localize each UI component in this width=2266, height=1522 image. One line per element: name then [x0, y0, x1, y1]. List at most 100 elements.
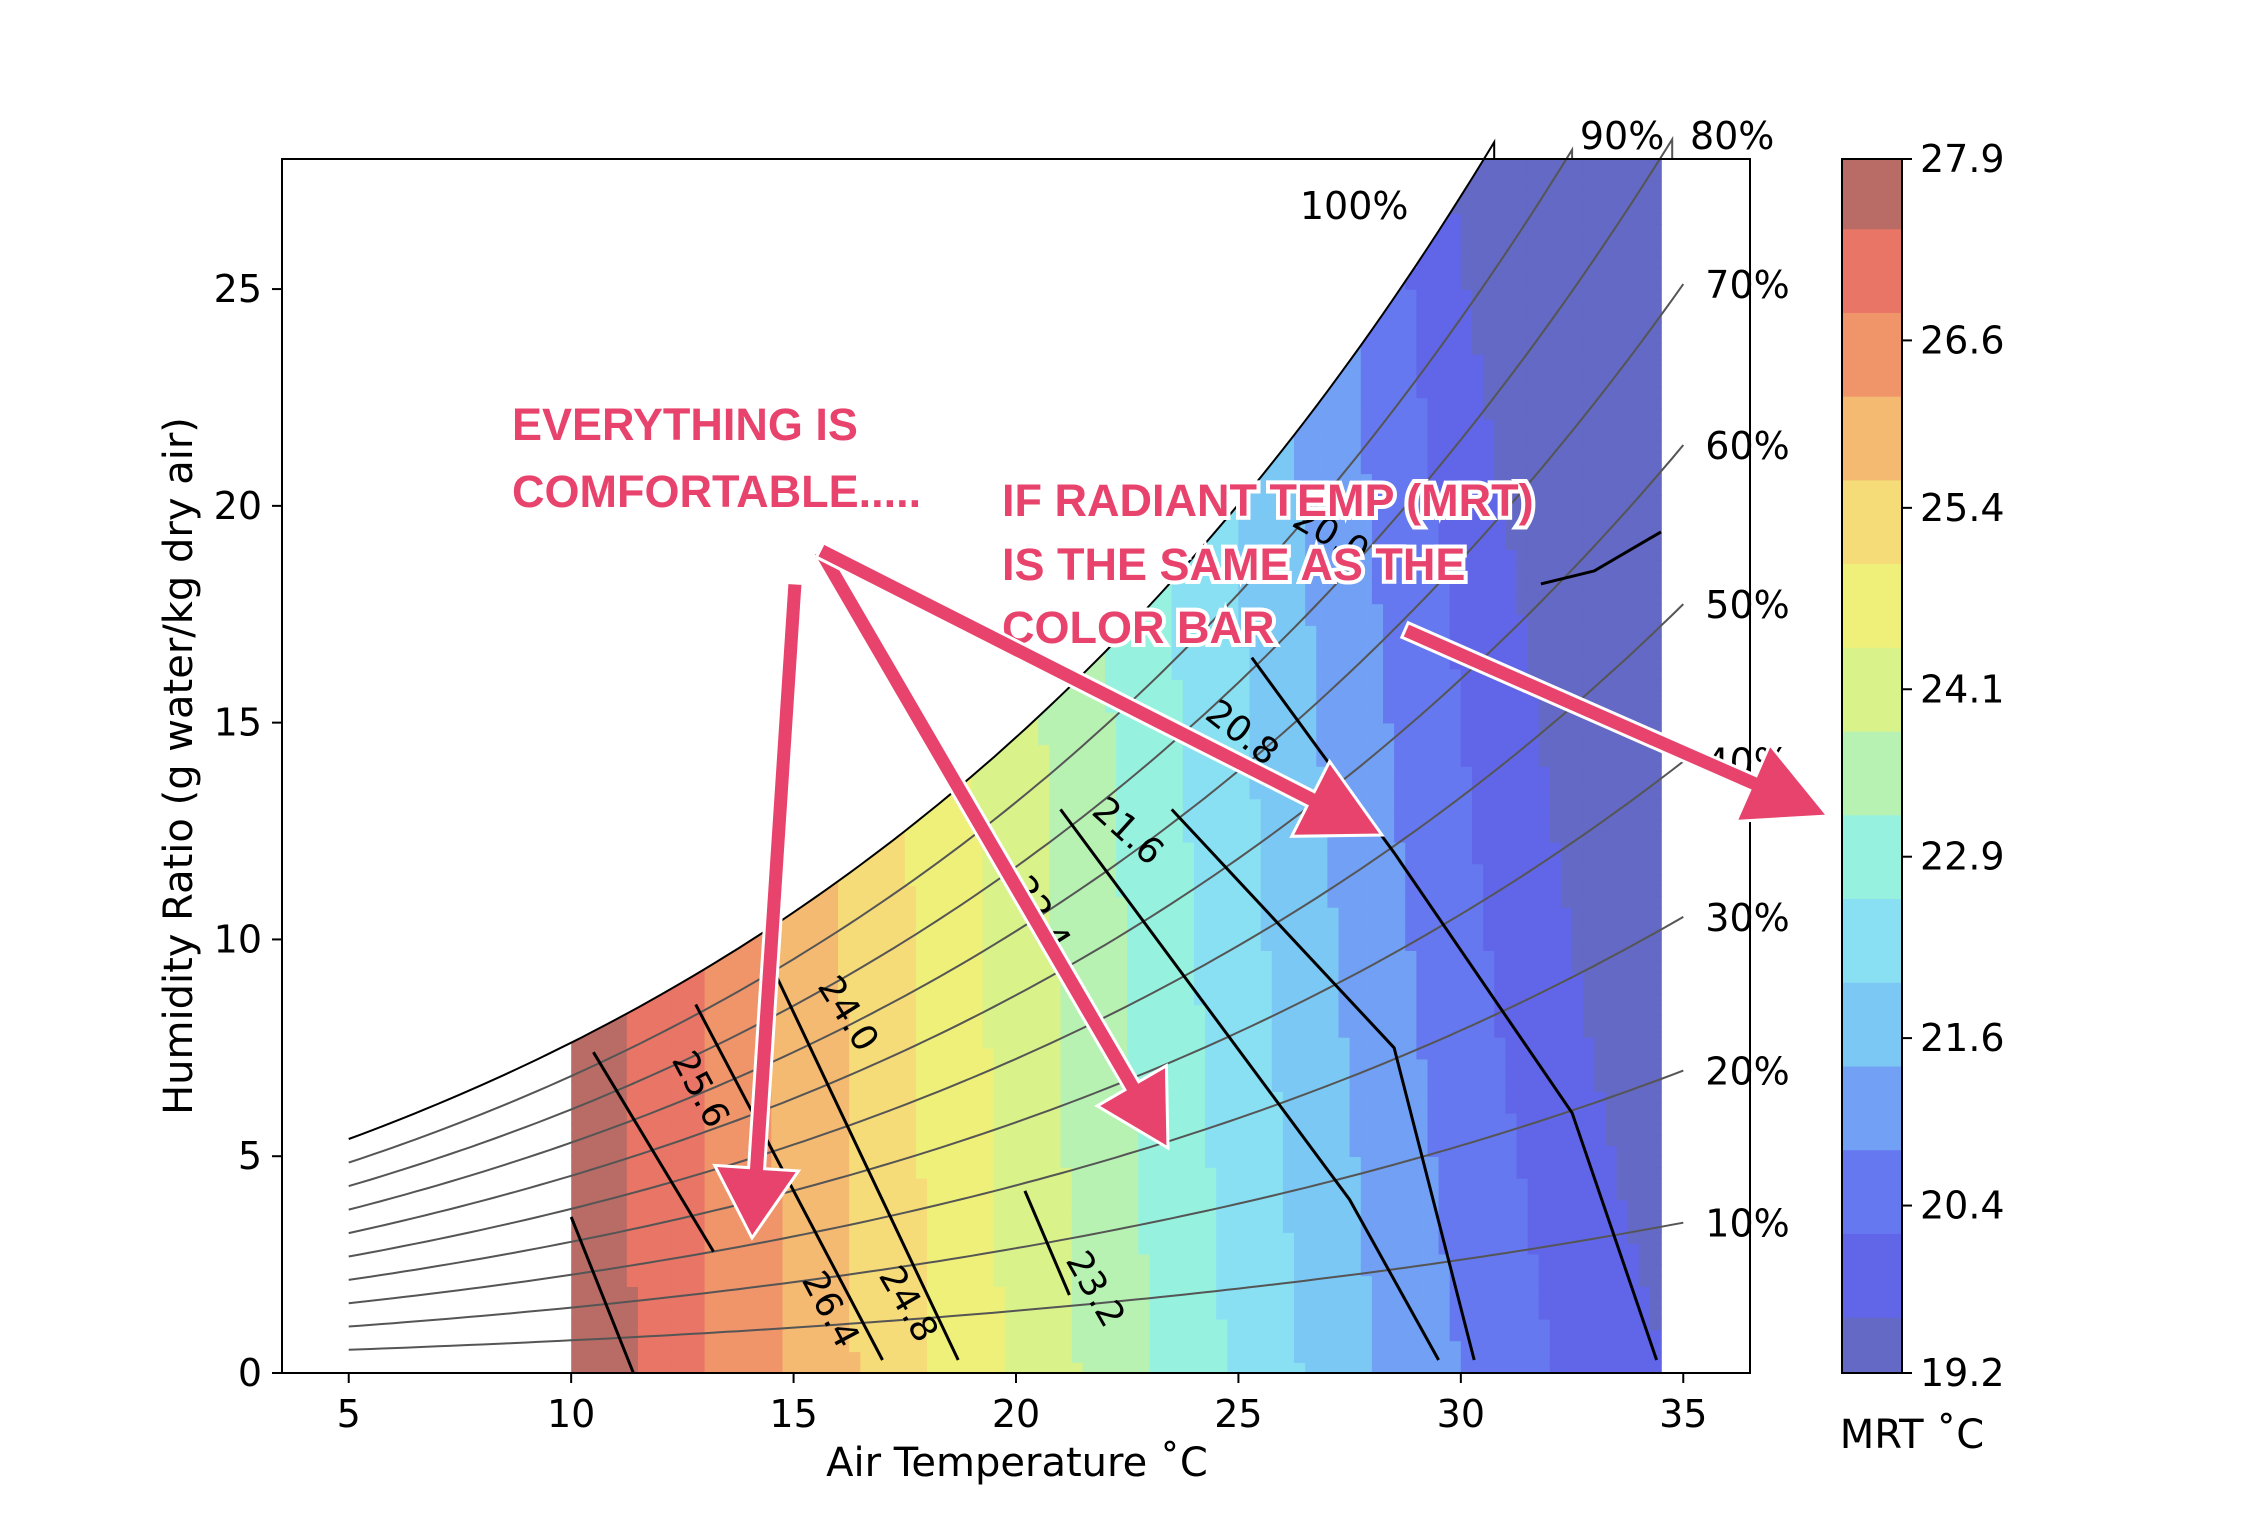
contour-cell [860, 1275, 873, 1287]
contour-cell [1360, 1123, 1373, 1136]
contour-cell [1394, 776, 1406, 789]
contour-cell [1038, 1308, 1051, 1320]
contour-cell [1016, 1308, 1028, 1320]
contour-cell [1294, 776, 1306, 789]
contour-cell [1171, 1318, 1184, 1331]
contour-cell [938, 831, 951, 843]
contour-cell [1327, 1167, 1340, 1179]
contour-cell [993, 874, 1006, 886]
contour-cell [1060, 1156, 1073, 1168]
contour-cell [1249, 690, 1262, 702]
contour-cell [1416, 505, 1429, 518]
contour-cell [949, 1318, 962, 1331]
contour-cell [1438, 1112, 1451, 1125]
contour-cell [1249, 961, 1262, 973]
contour-cell [1071, 1047, 1084, 1060]
contour-cell [982, 993, 995, 1006]
contour-cell [1071, 950, 1084, 962]
contour-cell [604, 1329, 617, 1342]
contour-cell [1138, 950, 1151, 962]
contour-cell [726, 1112, 739, 1125]
contour-cell [1282, 1026, 1295, 1038]
contour-cell [660, 1037, 672, 1049]
contour-cell [1438, 440, 1451, 453]
contour-cell [771, 1264, 784, 1277]
contour-cell [904, 1264, 917, 1277]
contour-cell [1327, 1145, 1340, 1157]
contour-cell [1316, 744, 1329, 756]
contour-cell [1416, 711, 1429, 724]
contour-cell [1060, 831, 1073, 843]
contour-cell [1360, 462, 1373, 475]
contour-cell [1349, 1026, 1362, 1038]
contour-cell [1227, 1102, 1240, 1114]
contour-cell [1027, 1102, 1039, 1114]
contour-cell [682, 1134, 695, 1147]
contour-cell [1405, 386, 1418, 399]
contour-cell [615, 1015, 628, 1027]
contour-cell [1294, 961, 1306, 973]
contour-cell [1038, 863, 1051, 876]
contour-cell [760, 1275, 773, 1287]
contour-cell [1127, 787, 1140, 800]
contour-cell [660, 1188, 672, 1201]
contour-cell [1294, 635, 1306, 648]
contour-cell [1383, 625, 1395, 637]
contour-cell [771, 1275, 784, 1287]
contour-cell [726, 1329, 739, 1342]
contour-cell [1004, 1210, 1017, 1222]
contour-cell [1305, 1308, 1318, 1320]
contour-cell [1082, 1047, 1095, 1060]
contour-cell [1160, 1340, 1173, 1353]
contour-cell [1282, 798, 1295, 811]
contour-cell [1271, 874, 1284, 886]
contour-cell [671, 971, 684, 984]
contour-cell [1405, 787, 1418, 800]
contour-cell [1394, 397, 1406, 410]
contour-cell [1216, 950, 1229, 962]
contour-cell [1127, 744, 1140, 756]
contour-cell [938, 1199, 951, 1212]
contour-cell [1327, 896, 1340, 908]
contour-cell [738, 1275, 750, 1287]
contour-cell [1105, 679, 1117, 691]
contour-cell [1349, 1058, 1362, 1071]
contour-cell [1427, 1058, 1440, 1071]
contour-cell [1449, 1080, 1462, 1092]
contour-cell [1171, 1177, 1184, 1190]
contour-cell [1071, 917, 1084, 930]
contour-cell [1416, 1351, 1429, 1363]
contour-cell [582, 1177, 595, 1190]
contour-cell [860, 971, 873, 984]
contour-cell [1182, 1351, 1195, 1363]
contour-cell [793, 1145, 806, 1157]
contour-cell [1271, 1351, 1284, 1363]
contour-cell [1093, 831, 1106, 843]
contour-cell [1427, 863, 1440, 876]
contour-cell [1427, 625, 1440, 637]
contour-cell [893, 1004, 906, 1017]
contour-cell [826, 906, 839, 919]
contour-cell [971, 1047, 984, 1060]
contour-cell [1427, 408, 1440, 420]
contour-cell [1338, 1210, 1351, 1222]
contour-cell [1171, 635, 1184, 648]
contour-cell [1138, 1242, 1151, 1255]
contour-cell [1216, 831, 1229, 843]
contour-cell [1105, 1362, 1117, 1374]
contour-cell [849, 1112, 862, 1125]
contour-cell [1227, 1286, 1240, 1298]
contour-cell [1294, 1199, 1306, 1212]
contour-cell [1182, 939, 1195, 951]
contour-cell [1193, 1080, 1206, 1092]
contour-cell [1127, 1329, 1140, 1342]
contour-cell [849, 1210, 862, 1222]
contour-cell [1160, 939, 1173, 951]
contour-cell [1449, 1362, 1462, 1374]
contour-cell [1427, 690, 1440, 702]
contour-cell [1282, 527, 1295, 540]
contour-cell [1093, 744, 1106, 756]
contour-cell [1294, 451, 1306, 464]
contour-cell [1383, 1134, 1395, 1147]
contour-cell [860, 1047, 873, 1060]
